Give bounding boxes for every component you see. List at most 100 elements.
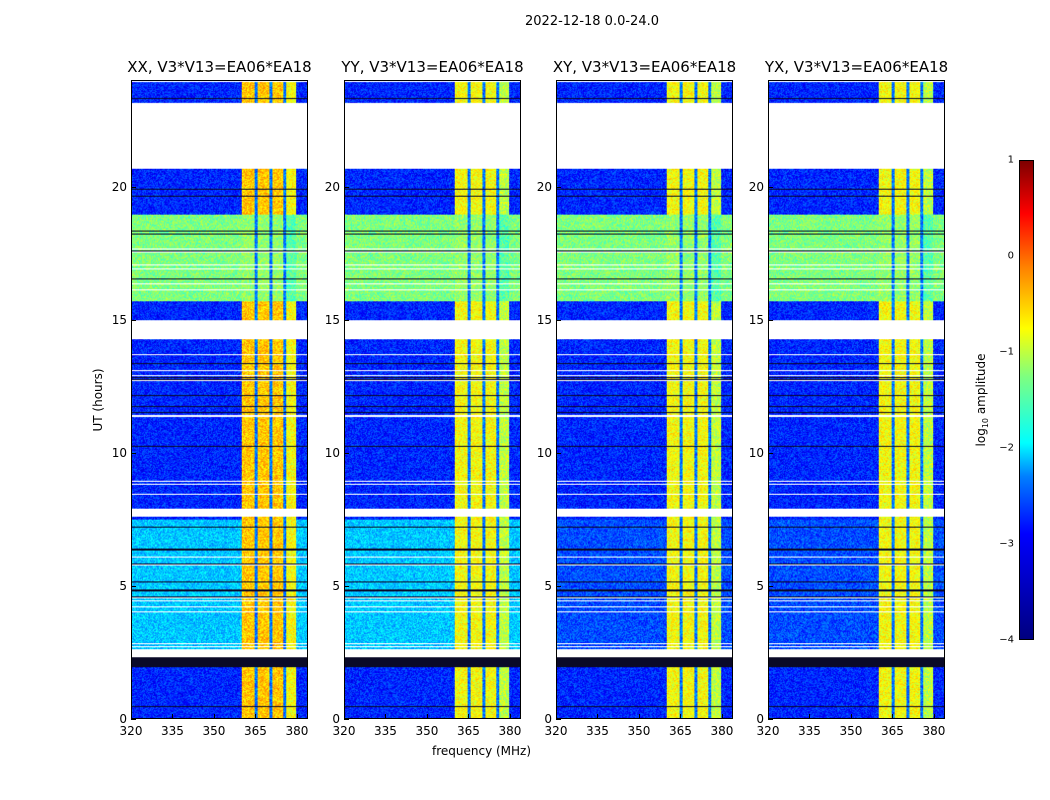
x-tick-label: 380 <box>922 724 946 738</box>
y-tick-mark <box>556 452 561 454</box>
x-tick-label: 350 <box>415 724 439 738</box>
x-tick-mark <box>213 714 215 719</box>
y-axis-label: UT (hours) <box>91 368 105 432</box>
y-tick-mark <box>344 452 349 454</box>
y-tick-label: 0 <box>119 712 127 726</box>
colorbar-tick-label: −4 <box>999 634 1014 646</box>
x-tick-mark <box>721 714 723 719</box>
colorbar-tick-label: −1 <box>999 346 1014 358</box>
x-tick-mark <box>556 714 557 719</box>
x-tick-label: 320 <box>119 724 143 738</box>
panel-title: YX, V3*V13=EA06*EA18 <box>764 58 949 76</box>
y-tick-label: 0 <box>756 712 764 726</box>
x-axis-label: frequency (MHz) <box>432 744 532 758</box>
colorbar-label-sub: 10 <box>981 417 991 429</box>
x-tick-mark <box>933 714 935 719</box>
y-tick-label: 5 <box>119 578 127 593</box>
heatmap-cells <box>132 81 307 718</box>
x-tick-mark <box>296 714 298 719</box>
colorbar-tick-label: −3 <box>999 538 1014 550</box>
figure-title: 2022-12-18 0.0-24.0 <box>525 14 659 29</box>
x-tick-mark <box>426 714 428 719</box>
x-tick-label: 365 <box>244 724 267 738</box>
y-tick-label: 0 <box>544 712 552 726</box>
x-tick-mark <box>255 714 257 719</box>
y-tick-mark <box>556 585 561 587</box>
x-tick-mark <box>131 714 132 719</box>
x-tick-label: 335 <box>586 724 609 738</box>
y-tick-mark <box>768 719 773 720</box>
panel-title: XY, V3*V13=EA06*EA18 <box>552 58 737 76</box>
x-tick-mark <box>680 714 682 719</box>
y-tick-mark <box>131 186 136 188</box>
x-tick-mark <box>468 714 470 719</box>
colorbar-tick-label: −2 <box>999 442 1014 454</box>
x-tick-mark <box>638 714 640 719</box>
y-tick-label: 20 <box>324 179 340 194</box>
y-tick-label: 10 <box>748 445 764 460</box>
x-tick-mark <box>850 714 852 719</box>
heatmap-cells <box>557 81 732 718</box>
x-tick-mark <box>768 714 769 719</box>
x-tick-label: 380 <box>710 724 734 738</box>
y-tick-mark <box>556 719 561 720</box>
y-tick-label: 5 <box>332 578 340 593</box>
y-tick-mark <box>556 186 561 188</box>
y-tick-label: 15 <box>111 312 127 327</box>
y-tick-mark <box>556 319 561 321</box>
colorbar <box>1019 160 1034 640</box>
y-tick-mark <box>344 186 349 188</box>
y-tick-mark <box>768 452 773 454</box>
colorbar-tick-label: 1 <box>1007 154 1014 166</box>
y-tick-mark <box>768 585 773 587</box>
y-tick-label: 20 <box>748 179 764 194</box>
heatmap-cells <box>345 81 520 718</box>
y-tick-mark <box>344 719 349 720</box>
y-tick-mark <box>344 585 349 587</box>
y-tick-mark <box>131 719 136 720</box>
y-tick-label: 15 <box>748 312 764 327</box>
x-tick-label: 350 <box>627 724 651 738</box>
heatmap-panel-4 <box>768 80 945 719</box>
y-tick-mark <box>344 319 349 321</box>
y-tick-mark <box>768 319 773 321</box>
x-tick-label: 365 <box>881 724 904 738</box>
x-tick-label: 380 <box>498 724 522 738</box>
y-tick-mark <box>131 319 136 321</box>
x-tick-label: 365 <box>457 724 480 738</box>
x-tick-label: 320 <box>756 724 780 738</box>
x-tick-label: 335 <box>161 724 184 738</box>
x-tick-label: 350 <box>202 724 226 738</box>
x-tick-label: 365 <box>669 724 692 738</box>
colorbar-label-main: log <box>973 428 988 447</box>
x-tick-mark <box>809 714 811 719</box>
y-tick-label: 10 <box>111 445 127 460</box>
heatmap-panel-2 <box>344 80 521 719</box>
colorbar-tick-label: 0 <box>1007 250 1014 262</box>
x-tick-mark <box>892 714 894 719</box>
x-tick-label: 380 <box>285 724 309 738</box>
heatmap-cells <box>769 81 944 718</box>
x-tick-label: 350 <box>839 724 863 738</box>
y-tick-label: 5 <box>756 578 764 593</box>
x-tick-label: 335 <box>798 724 821 738</box>
y-tick-label: 20 <box>536 179 552 194</box>
heatmap-panel-1 <box>131 80 308 719</box>
y-tick-label: 5 <box>544 578 552 593</box>
y-tick-mark <box>131 452 136 454</box>
y-tick-mark <box>131 585 136 587</box>
y-tick-label: 10 <box>324 445 340 460</box>
y-tick-label: 15 <box>536 312 552 327</box>
x-tick-mark <box>597 714 599 719</box>
panel-title: YY, V3*V13=EA06*EA18 <box>341 58 524 76</box>
x-tick-mark <box>385 714 387 719</box>
x-tick-mark <box>172 714 174 719</box>
panel-title: XX, V3*V13=EA06*EA18 <box>127 58 312 76</box>
y-tick-label: 20 <box>111 179 127 194</box>
y-tick-label: 10 <box>536 445 552 460</box>
colorbar-label-rest: amplitude <box>973 353 988 418</box>
y-tick-label: 0 <box>332 712 340 726</box>
y-tick-mark <box>768 186 773 188</box>
x-tick-label: 320 <box>544 724 568 738</box>
